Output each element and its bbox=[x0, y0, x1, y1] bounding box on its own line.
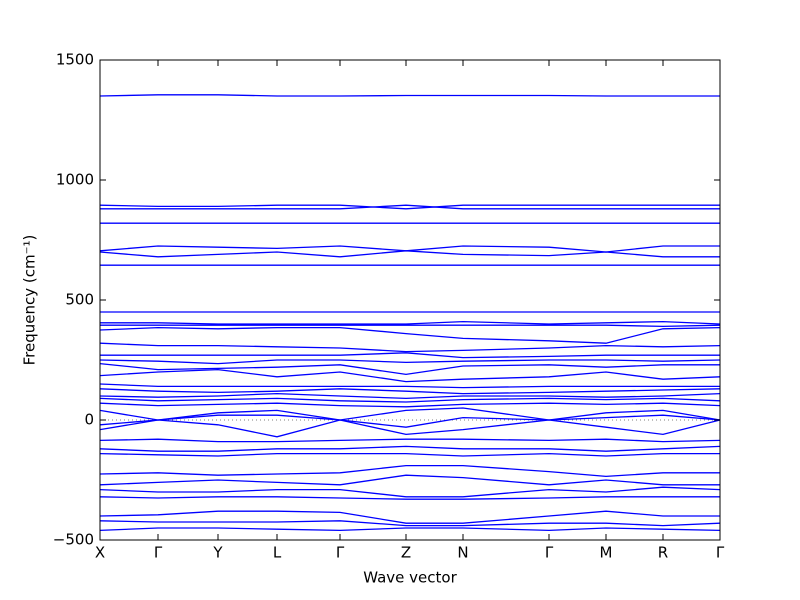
y-tick-label: −500 bbox=[53, 531, 94, 549]
band-line bbox=[99, 496, 720, 500]
band-line bbox=[99, 397, 721, 403]
x-tick-label: Z bbox=[401, 544, 411, 562]
band-line bbox=[99, 438, 721, 443]
x-tick-label: X bbox=[95, 544, 105, 562]
x-tick-label: Γ bbox=[716, 544, 725, 562]
band-line bbox=[99, 407, 721, 421]
plot-frame bbox=[99, 59, 721, 541]
band-line bbox=[99, 250, 720, 258]
band-line bbox=[99, 510, 720, 524]
band-line bbox=[99, 388, 721, 395]
x-tick-label: N bbox=[457, 544, 468, 562]
band-line bbox=[99, 402, 721, 408]
x-tick-label: Γ bbox=[154, 544, 163, 562]
band-line bbox=[99, 527, 721, 532]
band-line bbox=[99, 94, 720, 97]
band-line bbox=[99, 445, 721, 452]
band-line bbox=[99, 452, 720, 457]
band-line bbox=[99, 359, 721, 365]
band-line bbox=[100, 320, 721, 325]
band-line bbox=[100, 324, 721, 328]
band-line bbox=[100, 352, 720, 359]
x-tick-label: Γ bbox=[336, 544, 345, 562]
y-tick-label: 1000 bbox=[56, 171, 94, 189]
band-line bbox=[99, 414, 721, 428]
y-axis-label: Frequency (cm⁻¹) bbox=[21, 235, 39, 366]
x-tick-label: L bbox=[273, 544, 282, 562]
x-tick-label: R bbox=[658, 544, 668, 562]
band-line bbox=[99, 464, 720, 478]
x-tick-label: Y bbox=[212, 544, 223, 562]
band-line bbox=[99, 392, 721, 400]
band-line bbox=[99, 362, 720, 376]
band-line bbox=[99, 368, 721, 383]
x-axis-label: Wave vector bbox=[363, 569, 457, 587]
band-line bbox=[99, 383, 720, 389]
x-tick-label: M bbox=[600, 544, 613, 562]
band-line bbox=[99, 342, 721, 353]
band-line bbox=[99, 520, 721, 527]
band-line bbox=[100, 204, 720, 210]
y-tick-label: 500 bbox=[65, 291, 94, 309]
band-line bbox=[99, 326, 721, 344]
y-tick-label: 0 bbox=[84, 411, 94, 429]
band-line bbox=[99, 486, 721, 498]
band-line bbox=[99, 474, 720, 486]
band-line bbox=[99, 204, 720, 210]
band-line bbox=[99, 419, 721, 438]
x-tick-label: Γ bbox=[545, 544, 554, 562]
y-tick-label: 1500 bbox=[56, 51, 94, 69]
